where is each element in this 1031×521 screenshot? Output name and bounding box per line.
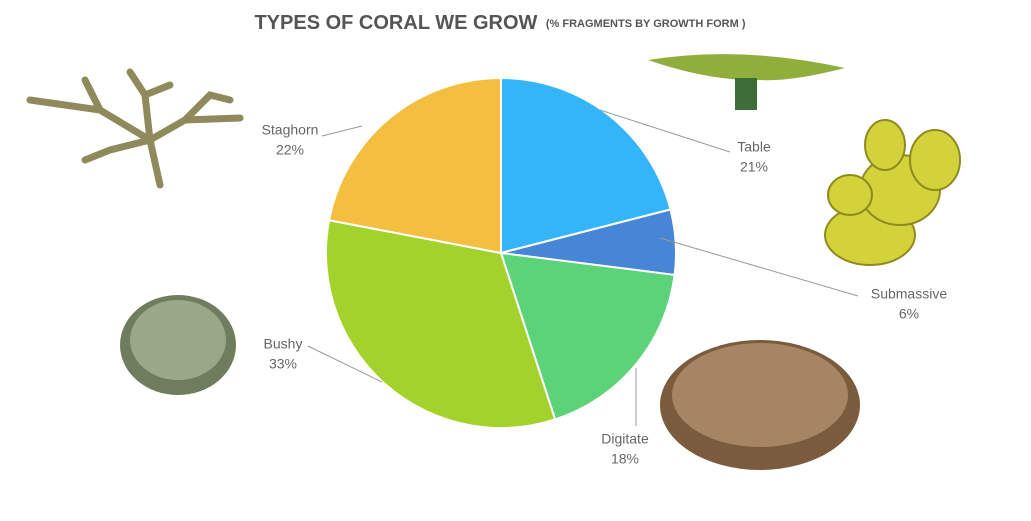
coral-digitate-image bbox=[660, 340, 860, 470]
coral-submassive-image bbox=[824, 119, 961, 266]
slice-value-label: 33% bbox=[269, 356, 297, 372]
slice-label: Digitate bbox=[601, 431, 649, 447]
slice-label: Staghorn bbox=[262, 122, 319, 138]
slice-label: Bushy bbox=[264, 336, 303, 352]
coral-staghorn-image bbox=[26, 68, 244, 189]
leader-line bbox=[599, 109, 731, 153]
pie-slice bbox=[327, 76, 502, 255]
slice-label: Submassive bbox=[871, 286, 947, 302]
chart-heading: TYPES OF CORAL WE GROW (% FRAGMENTS BY G… bbox=[254, 12, 745, 34]
slice-value-label: 21% bbox=[740, 159, 768, 175]
leader-line bbox=[321, 125, 363, 137]
coral-bushy-image bbox=[120, 295, 236, 395]
slice-value-label: 22% bbox=[276, 142, 304, 158]
leader-line bbox=[659, 237, 859, 297]
slice-label: Table bbox=[737, 139, 771, 155]
slice-value-label: 18% bbox=[611, 451, 639, 467]
coral-table-image bbox=[648, 54, 845, 110]
chart-title: TYPES OF CORAL WE GROW bbox=[254, 12, 537, 34]
slice-value-label: 6% bbox=[899, 306, 919, 322]
pie-slice bbox=[499, 251, 676, 421]
chart-subtitle: (% FRAGMENTS BY GROWTH FORM ) bbox=[546, 18, 746, 30]
leader-line bbox=[307, 345, 383, 383]
pie-slice bbox=[325, 219, 557, 429]
pie-slice bbox=[500, 76, 672, 255]
